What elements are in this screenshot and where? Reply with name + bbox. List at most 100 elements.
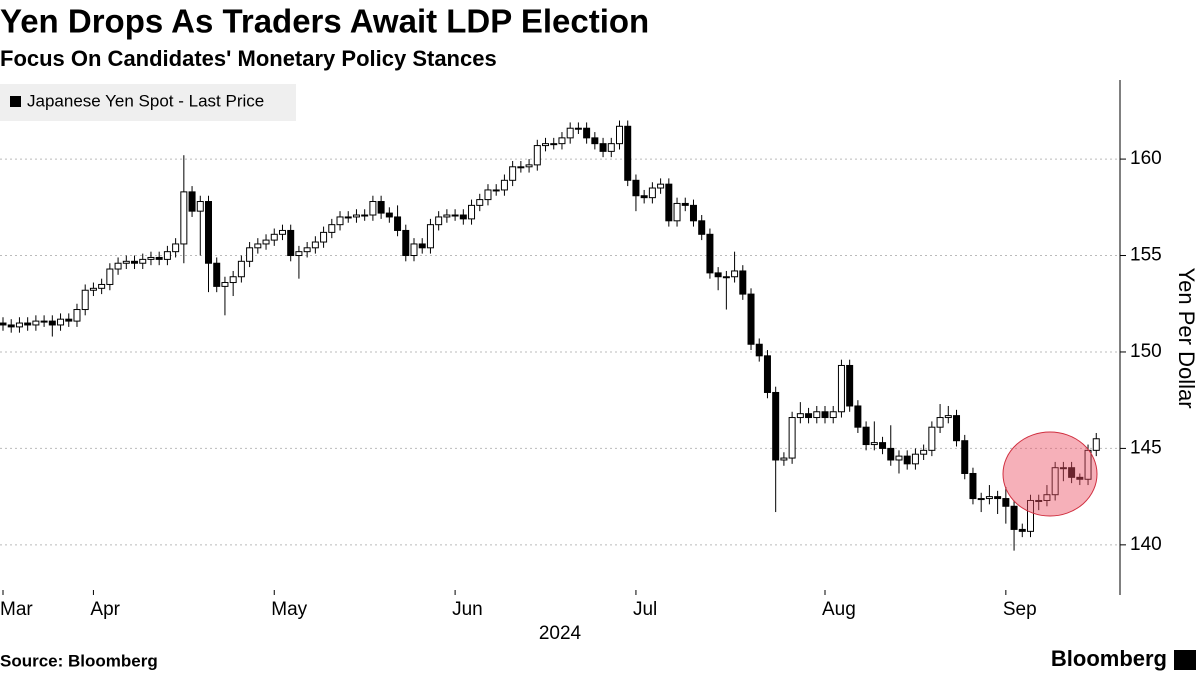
candle-body (755, 343, 763, 357)
candle-body (640, 195, 648, 199)
candle-body (829, 411, 837, 419)
candle-body (196, 201, 204, 212)
candle-body (418, 243, 426, 249)
candle-body (303, 247, 311, 253)
candle-body (903, 455, 911, 465)
candle-body (336, 216, 344, 226)
legend-label: Japanese Yen Spot - Last Price (27, 91, 264, 110)
candle-body (81, 289, 89, 311)
candle-body (944, 415, 952, 419)
candle-body (57, 318, 65, 326)
candle-body (665, 183, 673, 222)
candle-body (542, 143, 550, 147)
candle-body (73, 309, 81, 322)
candle-body (796, 413, 804, 419)
candle-body (500, 179, 508, 191)
candle-body (953, 415, 961, 442)
candle-body (229, 276, 237, 284)
candle-body (689, 204, 697, 222)
candle-body (15, 322, 23, 328)
candle-body (681, 202, 689, 206)
candle-body (139, 258, 147, 264)
candle-body (32, 320, 40, 326)
candle-body (106, 268, 114, 285)
candle-body (525, 164, 533, 168)
candle-body (994, 496, 1002, 500)
candle-body (772, 391, 780, 461)
candle-body (911, 453, 919, 465)
y-tick-label: 140 (1130, 534, 1162, 555)
candle-body (936, 417, 944, 428)
candle-body (854, 405, 862, 428)
candle-body (352, 214, 360, 218)
candle-body (114, 262, 122, 270)
candle-body (394, 216, 402, 231)
legend-swatch (10, 96, 21, 107)
candle-body (89, 287, 97, 291)
candle-body (920, 449, 928, 455)
candle-body (509, 166, 517, 181)
candle-body (484, 189, 492, 201)
candle-body (65, 318, 73, 322)
candle-body (377, 201, 385, 214)
y-axis-label: Yen Per Dollar (1174, 267, 1199, 408)
candle-body (262, 239, 270, 245)
candle-body (344, 216, 352, 219)
candle-body (188, 191, 196, 212)
candle-body (385, 212, 393, 218)
candle-body (221, 282, 229, 287)
candle-body (616, 125, 623, 145)
candle-body (862, 426, 870, 446)
candle-body (887, 447, 895, 461)
candle-body (624, 125, 632, 181)
candle-body (1092, 438, 1100, 451)
candle-body (607, 143, 615, 152)
candle-body (213, 262, 221, 287)
candle-body (977, 498, 985, 501)
highlight-circle (1002, 431, 1098, 517)
candle-body (747, 293, 755, 345)
y-tick-label: 145 (1130, 437, 1162, 458)
candle-body (550, 143, 558, 146)
x-tick-label: Sep (1003, 599, 1037, 620)
candle-body (48, 320, 56, 326)
candle-body (574, 127, 582, 130)
candle-body (928, 426, 936, 451)
candle-body (722, 276, 730, 279)
candle-body (780, 457, 788, 461)
candle-body (533, 145, 541, 166)
candle-body (459, 214, 467, 220)
candle-body (40, 320, 48, 323)
candle-body (870, 442, 878, 446)
y-tick-label: 160 (1130, 148, 1162, 169)
candle-body (1035, 499, 1043, 502)
candle-body (237, 260, 245, 278)
candle-body (583, 127, 591, 139)
candle-body (402, 229, 410, 257)
candle-body (476, 199, 484, 206)
candle-body (205, 201, 212, 264)
y-tick-label: 150 (1130, 341, 1162, 362)
candle-body (895, 455, 903, 461)
candle-body (246, 247, 254, 262)
candle-body (98, 283, 106, 289)
candle-body (131, 260, 139, 264)
candle-body (468, 204, 476, 220)
x-tick-label: Aug (822, 599, 856, 620)
candle-body (147, 256, 155, 260)
candle-body (1084, 449, 1092, 480)
candle-body (311, 241, 319, 249)
candle-body (805, 413, 813, 419)
candle-body (270, 233, 278, 241)
candle-body (451, 214, 459, 217)
candle-body (1051, 467, 1059, 496)
candle-body (1002, 498, 1010, 507)
plot (0, 120, 1100, 551)
logo-icon (1174, 650, 1196, 670)
candle-body (846, 364, 854, 407)
x-axis-label: 2024 (539, 623, 582, 644)
candle-body (0, 322, 7, 326)
candle-body (369, 201, 377, 216)
